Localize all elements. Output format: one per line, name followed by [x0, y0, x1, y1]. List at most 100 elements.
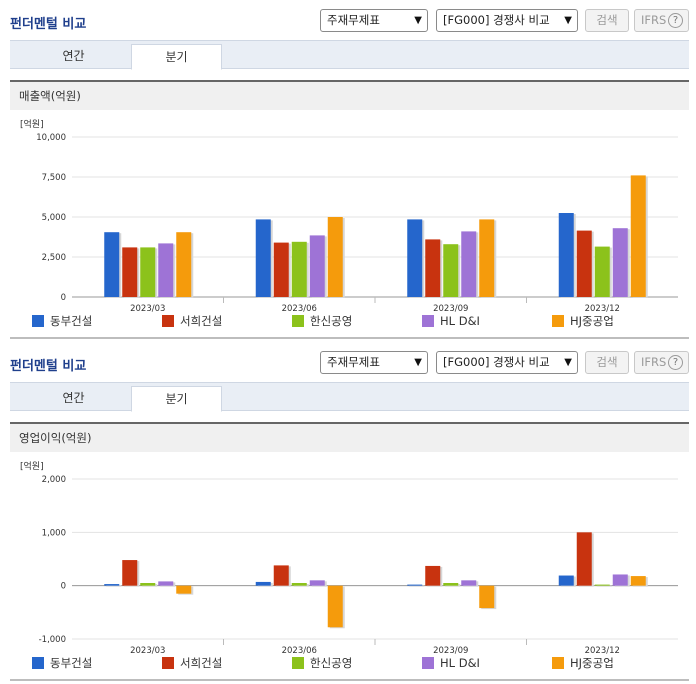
bar[interactable]	[176, 232, 192, 297]
bar[interactable]	[558, 213, 574, 297]
bar[interactable]	[443, 583, 459, 586]
bar[interactable]	[425, 239, 441, 297]
legend-item-label[interactable]: 한신공영	[310, 656, 352, 670]
panel-divider	[10, 337, 689, 339]
legend-item-label[interactable]: HL D&I	[440, 656, 480, 670]
bar[interactable]	[291, 583, 307, 586]
x-category-label: 2023/03	[130, 646, 165, 656]
tab-annual[interactable]: 연간	[62, 391, 85, 405]
bar[interactable]	[122, 247, 138, 297]
bar[interactable]	[576, 532, 592, 586]
bar-shadow	[596, 585, 612, 587]
bar[interactable]	[443, 244, 459, 297]
bar[interactable]	[255, 581, 271, 586]
statement-select-value: 주재무제표	[327, 13, 380, 27]
legend-item-label[interactable]: 서희건설	[180, 656, 222, 670]
legend-item-label[interactable]: HJ중공업	[570, 656, 614, 670]
bar[interactable]	[176, 585, 192, 594]
bar[interactable]	[327, 585, 343, 628]
bar[interactable]	[576, 230, 592, 297]
bar[interactable]	[479, 219, 495, 297]
x-category-label: 2023/12	[585, 304, 620, 314]
legend-swatch	[422, 315, 434, 327]
statement-select[interactable]: 주재무제표 ▼	[320, 351, 428, 374]
compare-select[interactable]: [FG000] 경쟁사 비교 ▼	[436, 351, 578, 374]
legend-swatch	[32, 315, 44, 327]
bar[interactable]	[594, 246, 610, 297]
y-tick-label: 1,000	[42, 528, 66, 538]
compare-select-value: [FG000] 경쟁사 비교	[443, 13, 550, 27]
search-button[interactable]: 검색	[585, 9, 629, 32]
tab-quarter[interactable]: 분기	[131, 386, 222, 412]
bar[interactable]	[630, 175, 646, 297]
legend-swatch	[32, 657, 44, 669]
y-tick-label: 0	[61, 293, 66, 303]
bar[interactable]	[594, 584, 610, 586]
bar[interactable]	[122, 560, 138, 586]
bar[interactable]	[104, 232, 120, 297]
bar[interactable]	[407, 584, 423, 586]
help-icon[interactable]: ?	[668, 355, 683, 370]
tab-quarter[interactable]: 분기	[131, 44, 222, 70]
ifrs-button[interactable]: IFRS ?	[634, 9, 689, 32]
legend-item-label[interactable]: HL D&I	[440, 314, 480, 328]
tab-annual[interactable]: 연간	[62, 49, 85, 63]
legend-item-label[interactable]: HJ중공업	[570, 314, 614, 328]
bar[interactable]	[273, 565, 289, 586]
x-category-label: 2023/09	[433, 304, 468, 314]
x-category-label: 2023/03	[130, 304, 165, 314]
period-tabs: 연간 분기	[10, 382, 689, 412]
compare-select[interactable]: [FG000] 경쟁사 비교 ▼	[436, 9, 578, 32]
y-tick-label: 2,000	[42, 475, 66, 485]
legend-item-label[interactable]: 동부건설	[50, 656, 92, 670]
legend-item-label[interactable]: 한신공영	[310, 314, 352, 328]
bar[interactable]	[104, 584, 120, 586]
legend-swatch	[552, 657, 564, 669]
x-category-label: 2023/12	[585, 646, 620, 656]
bar[interactable]	[461, 580, 477, 586]
x-category-label: 2023/06	[282, 646, 317, 656]
fundamental-panel-revenue: 펀더멘털 비교 주재무제표 ▼ [FG000] 경쟁사 비교 ▼ 검색 IFRS…	[10, 9, 689, 339]
bar[interactable]	[291, 241, 307, 297]
bar[interactable]	[407, 219, 423, 297]
chevron-down-icon: ▼	[564, 15, 572, 26]
bar[interactable]	[479, 585, 495, 609]
bar[interactable]	[612, 228, 628, 297]
y-tick-label: 0	[61, 582, 66, 592]
bar[interactable]	[158, 243, 174, 297]
bar[interactable]	[158, 581, 174, 586]
chart-subtitle: 매출액(억원)	[10, 80, 689, 110]
y-tick-label: 7,500	[42, 173, 66, 183]
ifrs-button[interactable]: IFRS ?	[634, 351, 689, 374]
bar[interactable]	[425, 565, 441, 586]
bar-shadow	[409, 585, 425, 587]
bar[interactable]	[309, 235, 325, 297]
statement-select-value: 주재무제표	[327, 355, 380, 369]
bar[interactable]	[327, 217, 343, 297]
statement-select[interactable]: 주재무제표 ▼	[320, 9, 428, 32]
panel-title: 펀더멘털 비교	[10, 17, 87, 32]
chevron-down-icon: ▼	[414, 357, 422, 368]
bar[interactable]	[558, 575, 574, 586]
unit-label: [억원]	[20, 118, 44, 130]
bar-shadow	[106, 585, 122, 587]
ifrs-label: IFRS	[641, 355, 667, 369]
search-button[interactable]: 검색	[585, 351, 629, 374]
bar[interactable]	[612, 574, 628, 586]
unit-label: [억원]	[20, 460, 44, 472]
help-icon[interactable]: ?	[668, 13, 683, 28]
chart-subtitle: 영업이익(억원)	[10, 422, 689, 452]
bar[interactable]	[630, 576, 646, 586]
bar[interactable]	[273, 242, 289, 297]
bar[interactable]	[255, 219, 271, 297]
operating-profit-chart: [억원] -1,000 0 1,000 2,000 2023/03 2023/06 2023/…	[20, 460, 678, 670]
bar[interactable]	[461, 231, 477, 297]
legend-item-label[interactable]: 동부건설	[50, 314, 92, 328]
y-tick-label: 10,000	[36, 133, 66, 143]
panel-title: 펀더멘털 비교	[10, 359, 87, 374]
bar[interactable]	[140, 247, 156, 297]
legend-item-label[interactable]: 서희건설	[180, 314, 222, 328]
bar[interactable]	[140, 583, 156, 586]
legend-swatch	[162, 315, 174, 327]
bar[interactable]	[309, 580, 325, 586]
